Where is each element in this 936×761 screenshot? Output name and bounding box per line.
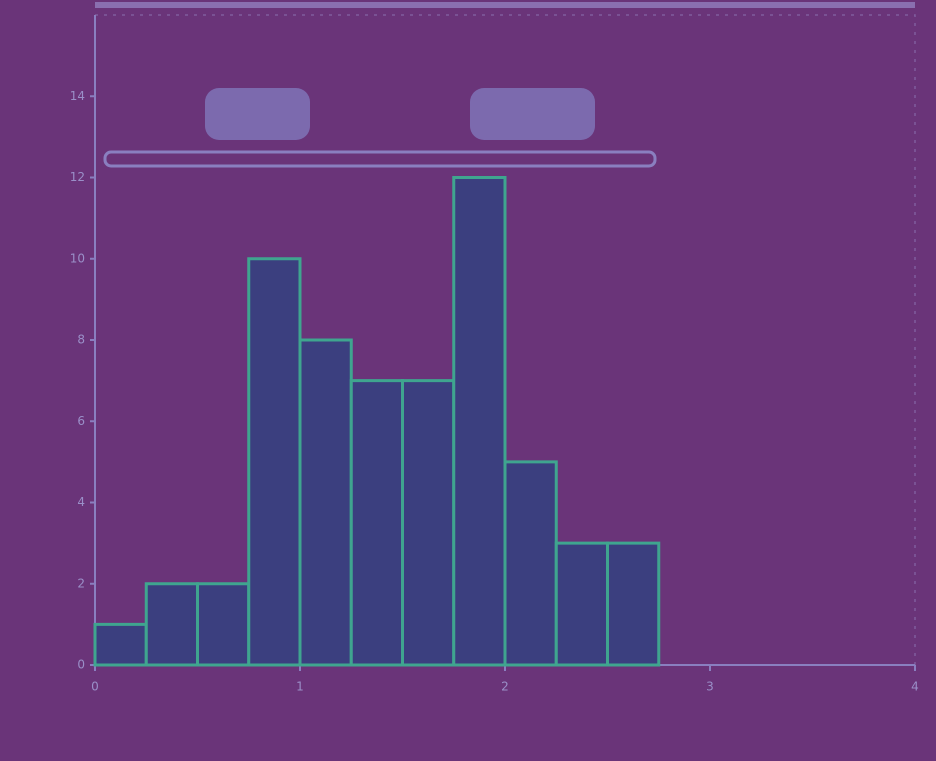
y-tick-label: 8 [77,333,85,347]
y-tick-label: 6 [77,414,85,428]
x-tick-label: 1 [296,680,304,694]
bar [452,176,507,667]
y-tick-label: 10 [70,251,85,265]
bar [554,541,609,667]
bar [196,582,251,667]
y-tick-label: 14 [70,89,85,103]
y-tick-label: 2 [77,576,85,590]
x-tick-label: 3 [706,680,714,694]
bar [349,379,404,667]
legend-box [103,88,657,168]
plot-frame [94,14,916,666]
x-tick-label: 0 [91,680,99,694]
y-tick-label: 4 [77,495,85,509]
y-tick-label: 12 [70,170,85,184]
bar [298,338,353,667]
bar [144,582,199,667]
bar [93,622,148,667]
bar [606,541,661,667]
x-tick-label: 2 [501,680,509,694]
bar [503,460,558,667]
x-tick-label: 4 [911,680,919,694]
bar [401,379,456,667]
y-tick-label: 0 [77,658,85,672]
bar [247,257,302,667]
